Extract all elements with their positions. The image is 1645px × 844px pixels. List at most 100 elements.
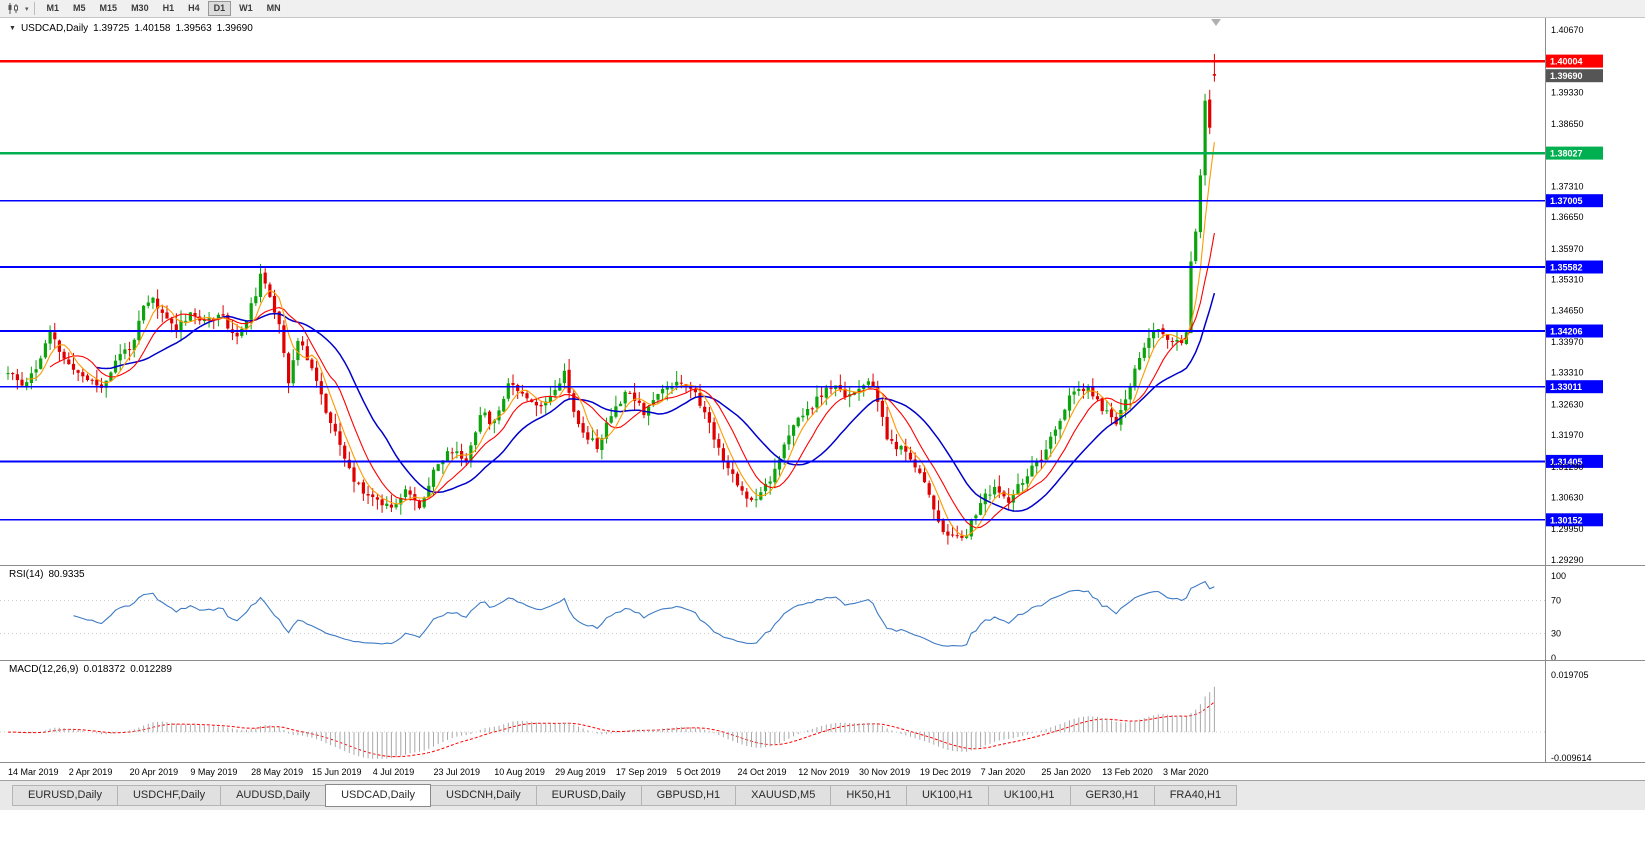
svg-text:20 Apr 2019: 20 Apr 2019 — [130, 767, 179, 777]
svg-text:70: 70 — [1551, 596, 1561, 606]
chart-tab-usdchf-daily-1[interactable]: USDCHF,Daily — [116, 785, 222, 806]
svg-text:0.019705: 0.019705 — [1551, 670, 1589, 680]
chart-tab-fra40-h1-12[interactable]: FRA40,H1 — [1153, 785, 1238, 806]
svg-text:1.40670: 1.40670 — [1551, 25, 1584, 35]
price-level-label — [1546, 194, 1603, 208]
svg-text:1.39690: 1.39690 — [1550, 71, 1583, 81]
svg-text:1.37005: 1.37005 — [1550, 196, 1583, 206]
chart-tab-ger30-h1-11[interactable]: GER30,H1 — [1069, 785, 1155, 806]
svg-text:1.38650: 1.38650 — [1551, 119, 1584, 129]
svg-text:29 Aug 2019: 29 Aug 2019 — [555, 767, 606, 777]
svg-text:1.31290: 1.31290 — [1551, 462, 1584, 472]
macd-histogram — [12, 686, 1215, 759]
svg-text:10 Aug 2019: 10 Aug 2019 — [494, 767, 545, 777]
svg-text:3 Mar 2020: 3 Mar 2020 — [1163, 767, 1209, 777]
chart-tab-usdcad-daily-3[interactable]: USDCAD,Daily — [325, 784, 432, 807]
svg-text:1.29290: 1.29290 — [1551, 555, 1584, 565]
toolbar: ▾ M1 M5 M15 M30 H1 H4 D1 W1 MN — [0, 0, 1645, 18]
dropdown-caret-icon[interactable]: ▾ — [25, 5, 29, 13]
svg-text:1.30630: 1.30630 — [1551, 492, 1584, 502]
chart-tab-usdcnh-daily-4[interactable]: USDCNH,Daily — [430, 785, 537, 806]
chart-svg[interactable]: 1.40004 1.38027 1.37005 1.35582 1.34206 1.330… — [0, 18, 1645, 780]
svg-text:1.33011: 1.33011 — [1550, 382, 1582, 392]
timeframe-button-m1[interactable]: M1 — [46, 3, 60, 13]
one-click-trading-toggle[interactable]: ▼ — [9, 25, 16, 32]
toolbar-separator — [33, 2, 35, 15]
chart-tab-eurusd-daily-0[interactable]: EURUSD,Daily — [12, 785, 118, 806]
price-level-label — [1546, 324, 1603, 338]
chart-shift-marker[interactable] — [1211, 19, 1221, 26]
svg-text:1.37310: 1.37310 — [1551, 182, 1584, 192]
price-level-label — [1546, 54, 1603, 68]
ma-fast-line — [26, 142, 1215, 537]
price-level-label — [1546, 260, 1603, 274]
svg-text:19 Dec 2019: 19 Dec 2019 — [920, 767, 971, 777]
chart-tab-xauusd-m5-7[interactable]: XAUUSD,M5 — [735, 785, 832, 806]
ma-slow-line — [96, 292, 1216, 512]
timeframe-group: M1 M5 M15 M30 H1 H4 D1 W1 MN — [40, 1, 288, 16]
svg-text:1.35310: 1.35310 — [1551, 275, 1584, 285]
svg-text:1.40004: 1.40004 — [1550, 57, 1583, 67]
svg-text:5 Oct 2019: 5 Oct 2019 — [677, 767, 721, 777]
timeframe-button-h4[interactable]: H4 — [188, 3, 200, 13]
macd-pane: 0.019705 -0.009614 — [0, 670, 1592, 763]
svg-text:9 May 2019: 9 May 2019 — [190, 767, 237, 777]
timeframe-button-mn[interactable]: MN — [266, 3, 281, 13]
svg-text:1.34650: 1.34650 — [1551, 305, 1584, 315]
date-axis: 14 Mar 2019 2 Apr 2019 20 Apr 2019 9 May 20… — [8, 767, 1209, 777]
timeframe-button-m5[interactable]: M5 — [73, 3, 86, 13]
chart-tab-audusd-daily-2[interactable]: AUDUSD,Daily — [220, 785, 327, 806]
svg-text:15 Jun 2019: 15 Jun 2019 — [312, 767, 362, 777]
ma-mid-line — [49, 232, 1215, 529]
svg-text:1.33970: 1.33970 — [1551, 337, 1584, 347]
candlestick-series — [6, 53, 1216, 545]
current-price-label — [1546, 69, 1603, 83]
svg-text:14 Mar 2019: 14 Mar 2019 — [8, 767, 59, 777]
svg-text:12 Nov 2019: 12 Nov 2019 — [798, 767, 849, 777]
svg-text:1.31970: 1.31970 — [1551, 430, 1584, 440]
svg-text:30: 30 — [1551, 628, 1561, 638]
svg-text:23 Jul 2019: 23 Jul 2019 — [434, 767, 481, 777]
rsi-line — [73, 580, 1215, 647]
price-level-label — [1546, 146, 1603, 160]
svg-text:28 May 2019: 28 May 2019 — [251, 767, 303, 777]
price-scale: 1.40670 1.39330 1.38650 1.37310 1.36650 1.359… — [1551, 25, 1584, 565]
chart-tab-uk100-h1-10[interactable]: UK100,H1 — [987, 785, 1071, 806]
rsi-pane: 100 70 30 0 — [0, 571, 1566, 663]
svg-text:1.35582: 1.35582 — [1550, 263, 1583, 273]
chart-tabbar: EURUSD,Daily USDCHF,Daily AUDUSD,Daily USDC… — [0, 780, 1645, 810]
svg-text:17 Sep 2019: 17 Sep 2019 — [616, 767, 667, 777]
chart-type-icon[interactable] — [4, 2, 24, 15]
svg-text:2 Apr 2019: 2 Apr 2019 — [69, 767, 113, 777]
svg-text:1.31405: 1.31405 — [1550, 457, 1583, 467]
price-level-label — [1546, 454, 1603, 468]
svg-text:4 Jul 2019: 4 Jul 2019 — [373, 767, 415, 777]
svg-text:0: 0 — [1551, 653, 1556, 663]
timeframe-button-m30[interactable]: M30 — [131, 3, 149, 13]
price-level-label — [1546, 513, 1603, 527]
timeframe-button-h1[interactable]: H1 — [162, 3, 175, 13]
chart-tab-uk100-h1-9[interactable]: UK100,H1 — [905, 785, 989, 806]
svg-text:1.38027: 1.38027 — [1550, 149, 1583, 159]
svg-text:24 Oct 2019: 24 Oct 2019 — [737, 767, 786, 777]
chart-tab-hk50-h1-8[interactable]: HK50,H1 — [830, 785, 907, 806]
svg-text:13 Feb 2020: 13 Feb 2020 — [1102, 767, 1153, 777]
svg-text:1.32630: 1.32630 — [1551, 399, 1584, 409]
svg-text:-0.009614: -0.009614 — [1551, 753, 1592, 763]
svg-text:30 Nov 2019: 30 Nov 2019 — [859, 767, 910, 777]
svg-text:1.36650: 1.36650 — [1551, 212, 1584, 222]
chart-tab-eurusd-daily-5[interactable]: EURUSD,Daily — [535, 785, 642, 806]
price-level-label — [1546, 380, 1603, 394]
svg-text:1.29950: 1.29950 — [1551, 524, 1584, 534]
macd-signal-line — [8, 701, 1215, 758]
chart-area: 1.40004 1.38027 1.37005 1.35582 1.34206 1.330… — [0, 18, 1645, 780]
svg-text:1.30152: 1.30152 — [1550, 515, 1583, 525]
chart-tab-gbpusd-h1-6[interactable]: GBPUSD,H1 — [640, 785, 737, 806]
timeframe-button-d1[interactable]: D1 — [207, 1, 232, 16]
svg-text:1.33310: 1.33310 — [1551, 368, 1584, 378]
svg-text:1.35970: 1.35970 — [1551, 244, 1584, 254]
timeframe-button-m15[interactable]: M15 — [99, 3, 118, 13]
svg-text:25 Jan 2020: 25 Jan 2020 — [1041, 767, 1091, 777]
svg-text:1.39330: 1.39330 — [1551, 87, 1584, 97]
timeframe-button-w1[interactable]: W1 — [239, 3, 253, 13]
